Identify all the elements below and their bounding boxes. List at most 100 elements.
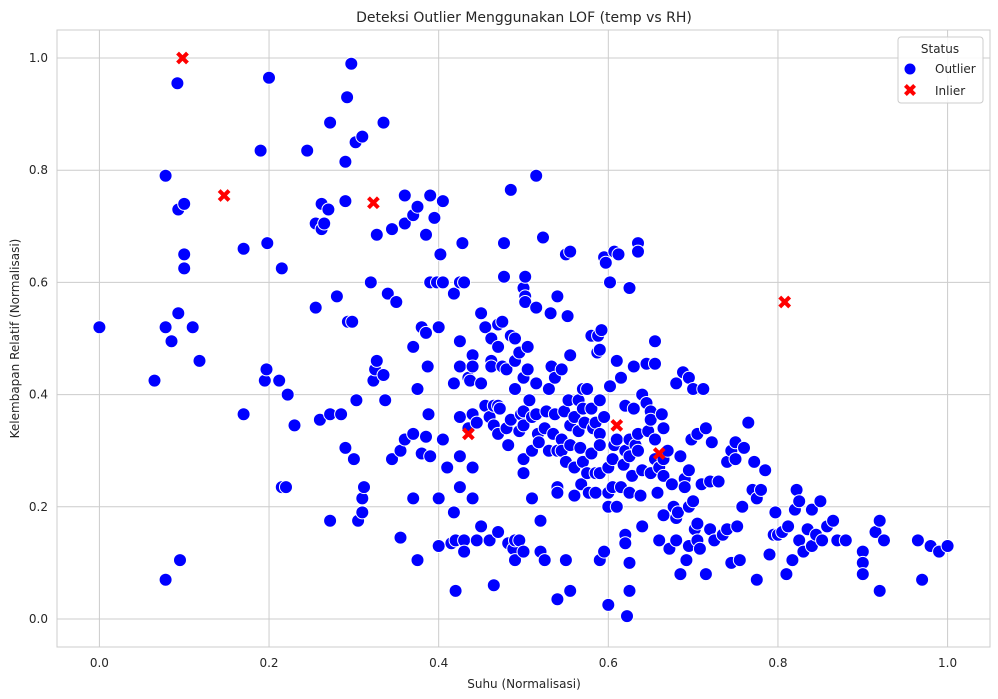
outlier-point [732, 553, 747, 568]
outlier-point [419, 227, 433, 242]
outlier-point [686, 494, 701, 509]
outlier-point [611, 247, 626, 262]
outlier-point [622, 583, 637, 598]
outlier-point [601, 597, 616, 612]
outlier-point [563, 244, 578, 259]
outlier-point [529, 376, 544, 391]
outlier-point [446, 505, 461, 520]
legend-title: Status [921, 42, 959, 56]
outlier-point [779, 567, 794, 582]
outlier-point [516, 452, 531, 467]
outlier-point [603, 379, 617, 394]
x-tick-label: 0.4 [429, 656, 448, 670]
outlier-point [525, 491, 539, 506]
outlier-point [435, 194, 450, 209]
legend-outlier-marker [903, 62, 917, 76]
outlier-point [597, 544, 612, 559]
outlier-point [260, 236, 275, 251]
outlier-point [492, 401, 507, 416]
data-points [92, 51, 955, 624]
outlier-point [747, 454, 762, 469]
outlier-point [300, 143, 315, 158]
outlier-point [529, 300, 544, 315]
outlier-point [177, 247, 192, 262]
outlier-point [185, 320, 200, 335]
legend-box [897, 36, 984, 104]
outlier-point [369, 353, 384, 368]
outlier-point [537, 553, 552, 568]
outlier-point [495, 314, 510, 329]
outlier-point [670, 505, 685, 520]
outlier-point [656, 468, 671, 483]
outlier-point [503, 182, 518, 197]
outlier-point [419, 429, 433, 444]
outlier-point [597, 410, 612, 424]
outlier-point [594, 323, 609, 338]
outlier-point [158, 168, 173, 183]
inlier-point [176, 51, 189, 65]
outlier-point [614, 370, 628, 385]
y-tick-label: 1.0 [29, 51, 48, 65]
outlier-point [406, 491, 421, 506]
outlier-point [508, 382, 522, 396]
outlier-point [711, 474, 726, 489]
outlier-point [452, 334, 467, 349]
outlier-point [497, 269, 511, 284]
outlier-point [915, 572, 930, 587]
outlier-point [397, 188, 412, 203]
outlier-point [541, 382, 556, 396]
outlier-point [910, 533, 925, 548]
outlier-point [558, 553, 573, 568]
outlier-point [652, 533, 667, 548]
outlier-point [474, 306, 489, 321]
outlier-point [648, 334, 662, 349]
inlier-point [652, 447, 666, 460]
outlier-point [363, 275, 378, 290]
outlier-point [329, 289, 344, 304]
outlier-point [346, 452, 361, 467]
outlier-point [435, 275, 450, 290]
outlier-point [497, 236, 511, 251]
outlier-point [762, 547, 777, 562]
legend-inlier-marker [903, 83, 917, 97]
x-tick-label: 0.2 [259, 656, 278, 670]
outlier-point [410, 199, 425, 214]
outlier-point [690, 516, 705, 531]
outlier-point [423, 449, 438, 464]
outlier-point [781, 519, 796, 534]
outlier-point [410, 553, 425, 568]
outlier-point [323, 513, 338, 528]
inlier-point [778, 295, 792, 309]
outlier-point [338, 194, 353, 209]
outlier-point [698, 421, 713, 436]
outlier-point [491, 525, 506, 539]
outlier-point [385, 222, 399, 237]
outlier-point [345, 314, 360, 329]
outlier-point [469, 533, 484, 548]
x-tick-label: 0.0 [90, 656, 109, 670]
outlier-point [338, 154, 353, 169]
outlier-point [376, 115, 391, 130]
outlier-point [452, 480, 467, 495]
outlier-point [518, 295, 533, 309]
outlier-point [457, 275, 472, 290]
outlier-point [735, 499, 750, 514]
inlier-point [462, 427, 475, 441]
outlier-point [563, 583, 578, 598]
outlier-point [529, 168, 544, 183]
outlier-point [158, 572, 173, 587]
outlier-point [677, 480, 692, 495]
outlier-point [340, 90, 355, 105]
outlier-point [620, 609, 634, 624]
outlier-point [499, 362, 514, 377]
outlier-point [446, 376, 461, 391]
outlier-point [609, 432, 624, 447]
outlier-point [550, 289, 565, 304]
outlier-point [164, 334, 179, 349]
grid-lines [57, 30, 990, 647]
outlier-point [253, 143, 268, 158]
outlier-point [554, 362, 569, 377]
outlier-point [452, 449, 467, 464]
outlier-point [650, 485, 665, 500]
outlier-point [648, 356, 662, 371]
